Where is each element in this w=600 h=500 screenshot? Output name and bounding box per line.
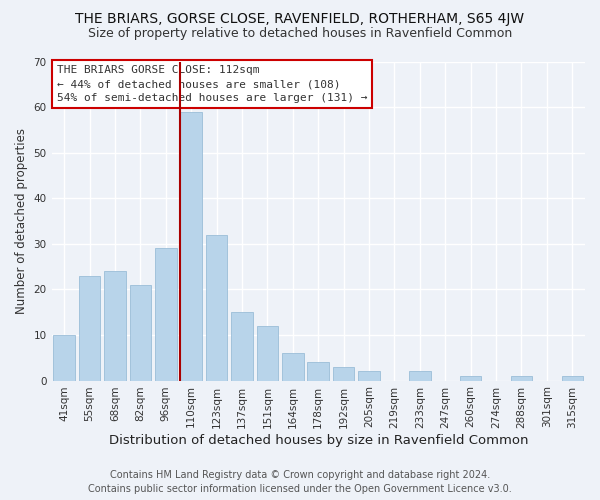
Text: Contains HM Land Registry data © Crown copyright and database right 2024.
Contai: Contains HM Land Registry data © Crown c…: [88, 470, 512, 494]
Bar: [409, 372, 431, 380]
Bar: [562, 376, 583, 380]
Bar: [282, 353, 304, 380]
Y-axis label: Number of detached properties: Number of detached properties: [15, 128, 28, 314]
Bar: [358, 372, 380, 380]
Bar: [181, 112, 202, 380]
Bar: [460, 376, 481, 380]
Bar: [53, 335, 75, 380]
X-axis label: Distribution of detached houses by size in Ravenfield Common: Distribution of detached houses by size …: [109, 434, 528, 448]
Bar: [307, 362, 329, 380]
Bar: [333, 367, 355, 380]
Bar: [257, 326, 278, 380]
Bar: [155, 248, 176, 380]
Bar: [511, 376, 532, 380]
Text: THE BRIARS GORSE CLOSE: 112sqm
← 44% of detached houses are smaller (108)
54% of: THE BRIARS GORSE CLOSE: 112sqm ← 44% of …: [57, 64, 367, 104]
Bar: [79, 276, 100, 380]
Bar: [130, 285, 151, 380]
Text: THE BRIARS, GORSE CLOSE, RAVENFIELD, ROTHERHAM, S65 4JW: THE BRIARS, GORSE CLOSE, RAVENFIELD, ROT…: [76, 12, 524, 26]
Text: Size of property relative to detached houses in Ravenfield Common: Size of property relative to detached ho…: [88, 28, 512, 40]
Bar: [206, 234, 227, 380]
Bar: [231, 312, 253, 380]
Bar: [104, 271, 126, 380]
